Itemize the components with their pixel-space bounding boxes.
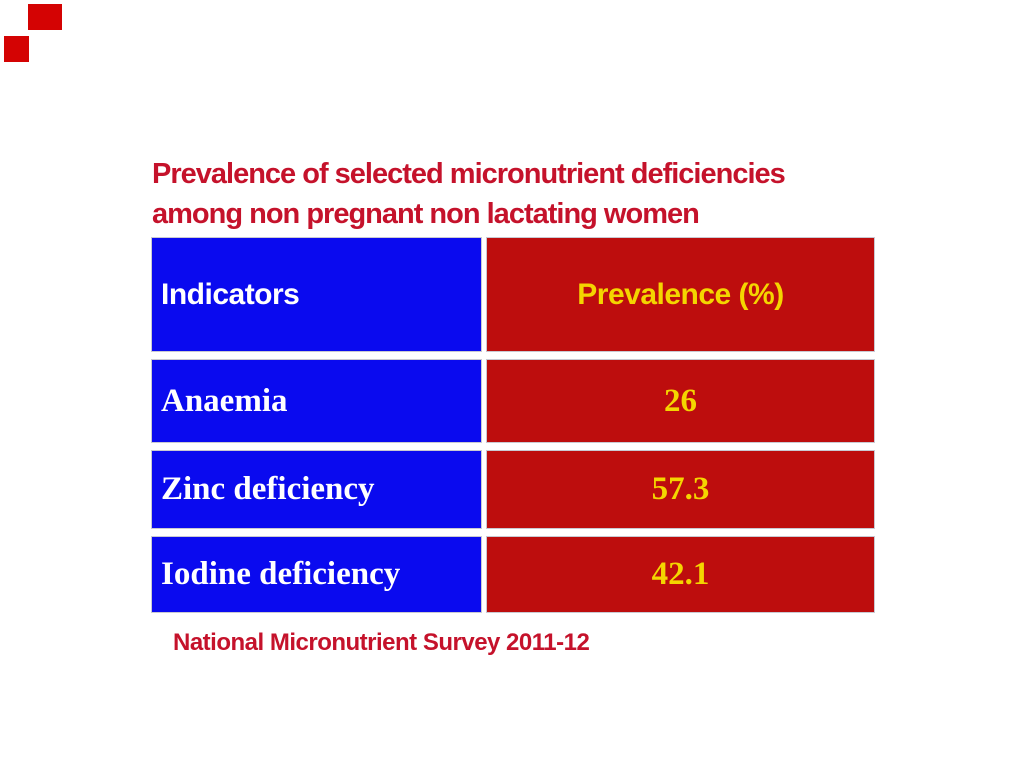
indicator-cell-anaemia: Anaemia: [151, 359, 482, 443]
source-note: National Micronutrient Survey 2011-12: [173, 629, 590, 656]
corner-decoration-square-top: [28, 4, 62, 30]
value-cell-iodine-deficiency: 42.1: [486, 536, 875, 613]
slide-title-line-2: among non pregnant non lactating women: [152, 198, 700, 231]
prevalence-table: Indicators Prevalence (%) Anaemia 26 Zin…: [151, 237, 875, 613]
value-cell-zinc-deficiency: 57.3: [486, 450, 875, 529]
indicator-label: Zinc deficiency: [161, 471, 375, 507]
column-header-indicators: Indicators: [151, 237, 482, 352]
column-header-indicators-label: Indicators: [161, 277, 300, 311]
corner-decoration-square-bottom: [4, 36, 29, 62]
column-header-prevalence: Prevalence (%): [486, 237, 875, 352]
indicator-label: Iodine deficiency: [161, 556, 401, 592]
indicator-label: Anaemia: [161, 382, 288, 419]
prevalence-value: 57.3: [651, 471, 710, 507]
slide-title-line-1: Prevalence of selected micronutrient def…: [152, 158, 786, 191]
indicator-cell-zinc-deficiency: Zinc deficiency: [151, 450, 482, 529]
prevalence-value: 26: [664, 382, 697, 419]
prevalence-value: 42.1: [651, 556, 710, 592]
column-header-prevalence-label: Prevalence (%): [577, 277, 784, 311]
indicator-cell-iodine-deficiency: Iodine deficiency: [151, 536, 482, 613]
slide-title: Prevalence of selected micronutrient def…: [152, 154, 912, 234]
value-cell-anaemia: 26: [486, 359, 875, 443]
